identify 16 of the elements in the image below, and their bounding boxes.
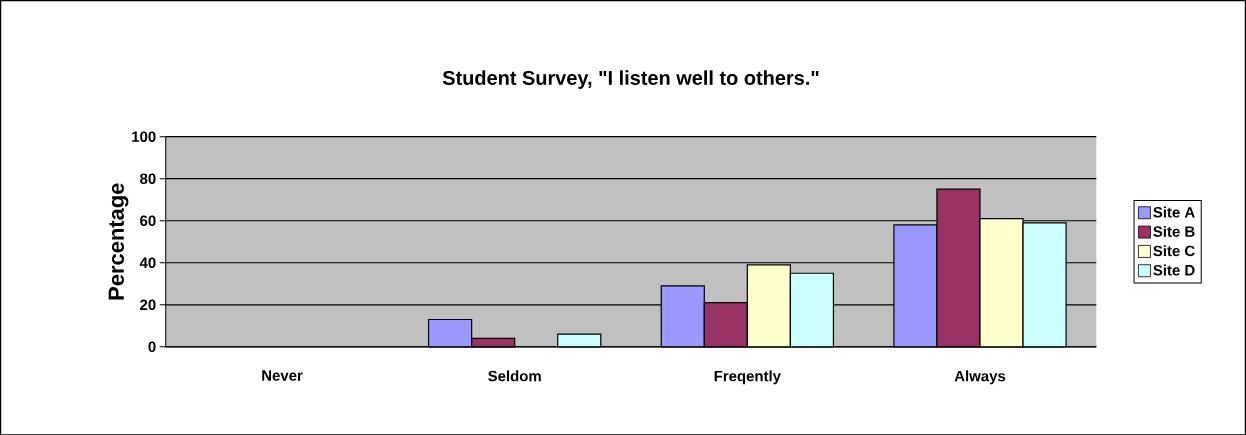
y-axis-title: Percentage bbox=[108, 183, 129, 300]
x-tick-label: Never bbox=[262, 370, 303, 381]
legend-label: Site D bbox=[1153, 264, 1195, 276]
legend-label: Site C bbox=[1153, 245, 1195, 256]
y-tick-label: 60 bbox=[140, 215, 156, 226]
y-tick-label: 100 bbox=[132, 131, 156, 142]
y-tick-label: 20 bbox=[140, 299, 156, 310]
legend-label: Site A bbox=[1153, 206, 1195, 218]
chart-title: Student Survey, "I listen well to others." bbox=[442, 70, 819, 89]
y-tick-label: 80 bbox=[140, 173, 156, 184]
y-tick-label: 0 bbox=[148, 341, 156, 352]
x-tick-label: Seldom bbox=[488, 370, 541, 382]
x-tick-label: Always bbox=[954, 370, 1006, 385]
legend-label: Site B bbox=[1153, 225, 1195, 237]
y-tick-label: 40 bbox=[139, 257, 156, 268]
x-tick-label: Freqently bbox=[714, 370, 781, 385]
